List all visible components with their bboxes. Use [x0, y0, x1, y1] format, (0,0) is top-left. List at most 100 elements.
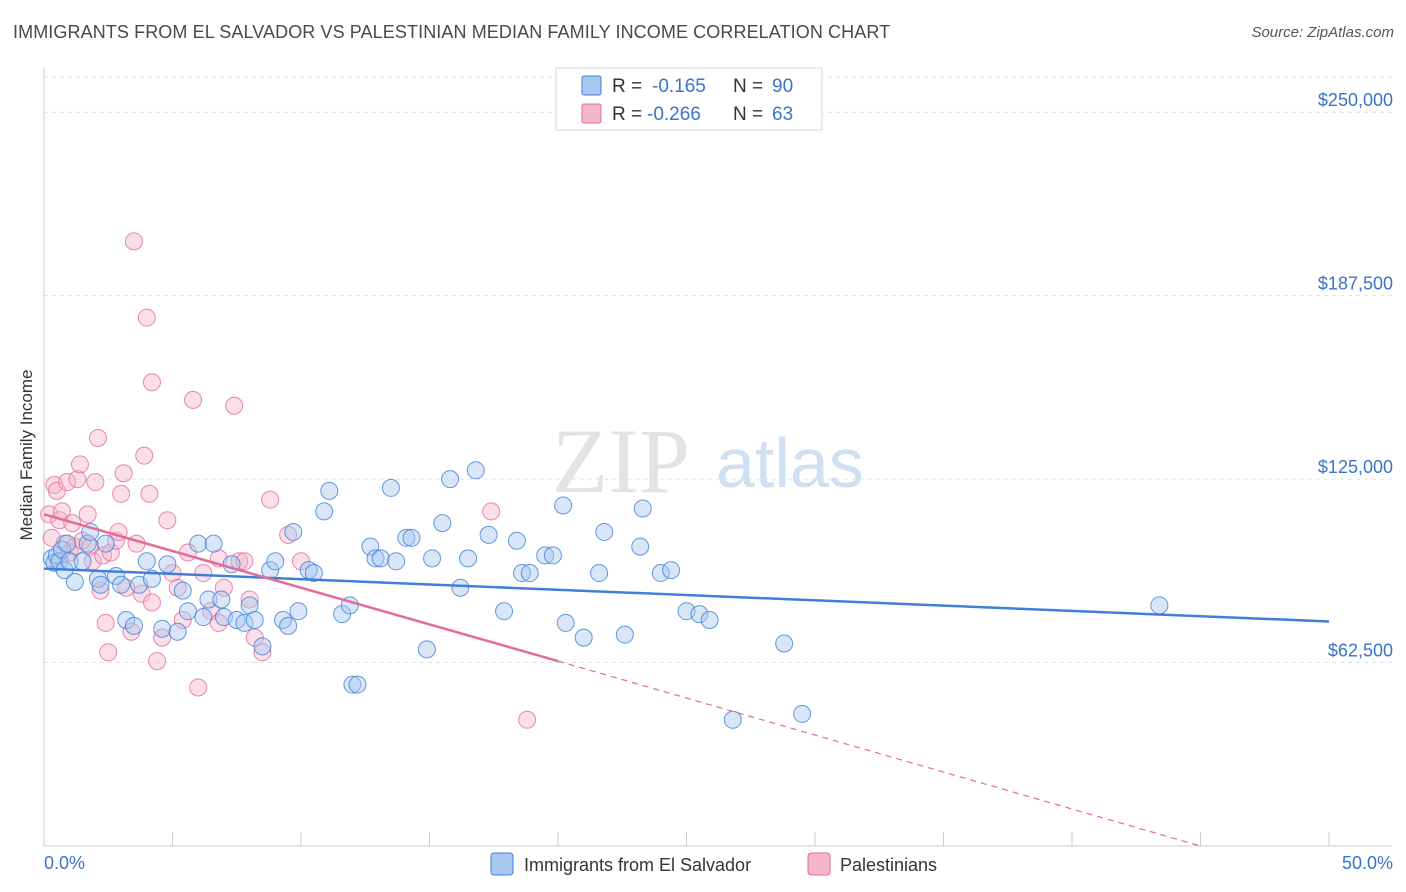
chart-source: Source: ZipAtlas.com — [1251, 24, 1394, 41]
el-salvador-point-48 — [320, 481, 339, 500]
el-salvador-point-25 — [173, 581, 192, 600]
el-salvador-point-81 — [633, 499, 652, 518]
el-salvador-point-60 — [417, 640, 436, 659]
el-salvador-point-65 — [459, 549, 478, 568]
stats-legend: R = -0.165 N = 90 R = -0.266 N = 63 — [555, 67, 823, 131]
el-salvador-point-22 — [153, 619, 172, 638]
trend-line-palestinians-extrapolated — [557, 660, 1201, 847]
el-salvador-point-73 — [543, 546, 562, 565]
palestinians-point-40 — [173, 610, 192, 629]
el-salvador-point-64 — [451, 578, 470, 597]
palestinians-point-59 — [142, 373, 161, 392]
el-salvador-point-9 — [73, 552, 92, 571]
palestinians-point-27 — [114, 464, 133, 483]
el-salvador-point-85 — [690, 605, 709, 624]
el-salvador-point-8 — [65, 572, 84, 591]
el-salvador-point-86 — [700, 610, 719, 629]
palestinians-point-48 — [225, 396, 244, 415]
el-salvador-point-59 — [402, 528, 421, 547]
el-salvador-point-30 — [204, 534, 223, 553]
el-salvador-point-23 — [158, 555, 177, 574]
el-salvador-point-83 — [662, 561, 681, 580]
el-salvador-point-37 — [245, 610, 264, 629]
palestinians-point-42 — [184, 390, 203, 409]
series-legend-label-el-salvador: Immigrants from El Salvador — [524, 855, 751, 875]
palestinians-point-23 — [101, 543, 120, 562]
y-tick-label-1: $125,000 — [1318, 457, 1393, 477]
palestinians-point-32 — [135, 446, 154, 465]
el-salvador-point-43 — [284, 522, 303, 541]
el-salvador-point-72 — [536, 546, 555, 565]
el-salvador-point-74 — [554, 496, 573, 515]
trend-lines — [43, 513, 1330, 847]
legend-swatch-blue — [581, 75, 602, 96]
legend-swatch-pink — [581, 103, 602, 124]
el-salvador-point-21 — [142, 569, 161, 588]
trend-line-el-salvador — [43, 567, 1330, 623]
el-salvador-point-76 — [574, 628, 593, 647]
series-legend: Immigrants from El Salvador Palestinians — [490, 852, 937, 876]
palestinians-point-17 — [86, 473, 105, 492]
y-axis-tick-labels: $62,500 $125,000 $187,500 $250,000 — [1318, 90, 1393, 660]
palestinians-point-11 — [68, 470, 87, 489]
palestinians-point-51 — [240, 590, 259, 609]
palestinians-point-46 — [209, 613, 228, 632]
el-salvador-point-29 — [199, 590, 218, 609]
legend-r-label-1: R = — [612, 76, 642, 97]
el-salvador-point-16 — [112, 575, 131, 594]
el-salvador-point-46 — [304, 564, 323, 583]
el-salvador-point-56 — [381, 478, 400, 497]
y-tick-label-2: $187,500 — [1318, 274, 1393, 294]
el-salvador-point-51 — [343, 675, 362, 694]
el-salvador-point-38 — [253, 637, 272, 656]
el-salvador-point-42 — [279, 616, 298, 635]
palestinians-point-47 — [214, 578, 233, 597]
el-salvador-point-66 — [466, 461, 485, 480]
el-salvador-point-58 — [397, 528, 416, 547]
palestinians-point-15 — [81, 537, 100, 556]
el-salvador-point-80 — [631, 537, 650, 556]
palestinians-point-7 — [58, 473, 77, 492]
el-salvador-point-47 — [315, 502, 334, 521]
el-salvador-point-41 — [274, 610, 293, 629]
el-salvador-point-53 — [361, 537, 380, 556]
x-axis-ticks — [43, 832, 1330, 846]
el-salvador-point-79 — [615, 625, 634, 644]
legend-n-value-2: 63 — [772, 104, 793, 125]
legend-n-label-2: N = — [733, 104, 763, 125]
el-salvador-point-67 — [479, 525, 498, 544]
el-salvador-point-28 — [194, 608, 213, 627]
series-legend-swatch-el-salvador — [490, 852, 514, 876]
el-salvador-point-10 — [78, 534, 97, 553]
palestinians-point-21 — [96, 613, 115, 632]
palestinians-point-43 — [189, 678, 208, 697]
el-salvador-point-54 — [366, 549, 385, 568]
legend-n-value-1: 90 — [772, 76, 793, 97]
palestinians-point-58 — [137, 308, 156, 327]
legend-n-label-1: N = — [733, 76, 763, 97]
el-salvador-point-69 — [507, 531, 526, 550]
el-salvador-point-14 — [96, 534, 115, 553]
palestinians-point-55 — [279, 525, 298, 544]
x-tick-label-50: 50.0% — [1342, 853, 1393, 873]
palestinians-point-22 — [99, 643, 118, 662]
palestinians-point-19 — [91, 581, 110, 600]
palestinians-point-57 — [124, 232, 143, 251]
y-tick-label-0: $62,500 — [1328, 641, 1393, 661]
el-salvador-point-57 — [387, 552, 406, 571]
el-salvador-point-35 — [235, 613, 254, 632]
el-salvador-point-62 — [433, 514, 452, 533]
el-salvador-point-20 — [137, 552, 156, 571]
el-salvador-point-75 — [556, 613, 575, 632]
chart-title: IMMIGRANTS FROM EL SALVADOR VS PALESTINI… — [13, 22, 891, 42]
palestinians-point-14 — [78, 505, 97, 524]
el-salvador-point-63 — [441, 470, 460, 489]
el-salvador-point-90 — [1150, 596, 1169, 615]
legend-r-value-2: -0.266 — [647, 104, 701, 125]
palestinians-point-53 — [253, 643, 272, 662]
palestinians-point-44 — [194, 564, 213, 583]
palestinians-point-33 — [140, 484, 159, 503]
el-salvador-point-78 — [595, 522, 614, 541]
watermark-atlas: atlas — [716, 424, 864, 502]
palestinians-point-61 — [482, 502, 501, 521]
